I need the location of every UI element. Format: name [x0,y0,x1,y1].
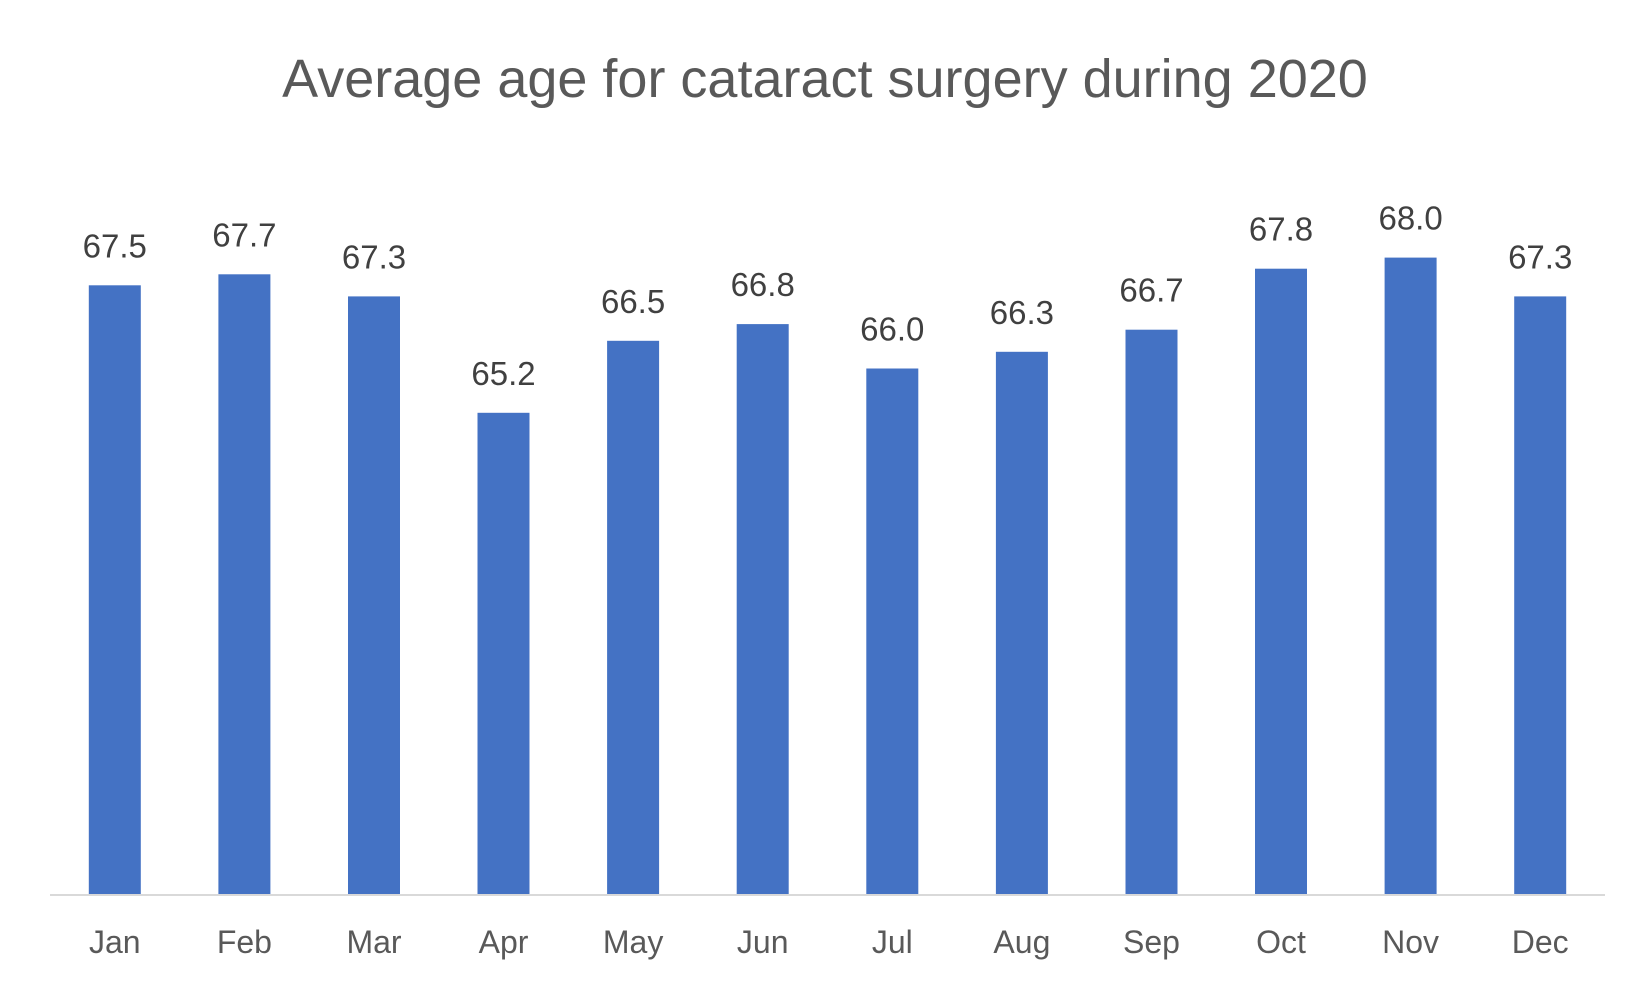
x-tick-label-aug: Aug [993,924,1050,960]
bar-dec [1514,296,1567,895]
bar-aug [995,351,1048,895]
x-tick-labels-layer: Jan Feb Mar Apr May Jun Jul Aug Sep Oct Nov Dec [89,924,1569,960]
bar-may [607,340,660,895]
bars-layer [88,257,1567,896]
bar-mar [348,296,400,895]
data-label-jun: 66.8 [731,266,795,303]
data-label-may: 66.5 [601,283,665,320]
x-tick-label-jan: Jan [89,924,141,960]
bar-apr [477,412,530,895]
x-tick-label-jul: Jul [872,924,913,960]
x-tick-label-feb: Feb [217,924,272,960]
data-label-jan: 67.5 [83,227,147,264]
data-label-sep: 66.7 [1119,272,1183,309]
x-tick-label-nov: Nov [1382,924,1439,960]
data-label-aug: 66.3 [990,294,1054,331]
x-tick-label-apr: Apr [479,924,529,960]
data-label-dec: 67.3 [1508,238,1572,275]
chart-title: Average age for cataract surgery during … [282,49,1368,109]
x-tick-label-may: May [603,924,663,960]
bar-nov [1384,257,1437,896]
x-tick-label-sep: Sep [1123,924,1180,960]
data-label-apr: 65.2 [471,355,535,392]
x-tick-label-oct: Oct [1256,924,1306,960]
bar-sep [1125,329,1178,895]
data-labels-layer: 67.5 67.7 67.3 65.2 66.5 66.8 66.0 66.3 66.7 67.8… [83,200,1573,392]
data-label-oct: 67.8 [1249,211,1313,248]
x-tick-label-dec: Dec [1512,924,1569,960]
data-label-mar: 67.3 [342,238,406,275]
data-label-feb: 67.7 [212,216,276,253]
bar-feb [218,274,271,895]
bar-oct [1255,268,1307,895]
bar-jul [866,368,919,895]
bar-jan [88,285,141,895]
x-tick-label-jun: Jun [737,924,789,960]
x-tick-label-mar: Mar [346,924,401,960]
bar-jun [736,324,789,896]
data-label-jul: 66.0 [860,311,924,348]
data-label-nov: 68.0 [1378,200,1442,237]
